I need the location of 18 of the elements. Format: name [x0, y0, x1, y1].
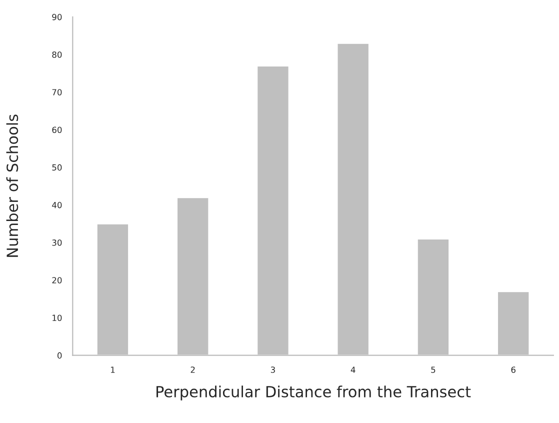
y-tick-label: 60 [52, 126, 62, 134]
y-tick-label: 90 [52, 14, 62, 20]
x-tick-label: 3 [270, 366, 275, 373]
y-tick-label: 20 [52, 277, 62, 284]
x-tick-label: 5 [431, 366, 436, 373]
y-tick-label: 40 [52, 202, 62, 208]
y-axis-title: Number of Schools [6, 114, 18, 257]
y-tick-label: 70 [52, 89, 62, 96]
x-tick-label: 4 [350, 366, 356, 373]
y-tick-label: 0 [58, 352, 62, 359]
x-tick-label: 1 [110, 366, 115, 373]
y-tick-label: 80 [52, 52, 62, 58]
x-tick-label: 6 [511, 366, 516, 373]
x-axis-title: Perpendicular Distance from the Transect [156, 386, 471, 400]
y-tick-label: 10 [52, 314, 62, 322]
y-tick-label: 30 [52, 240, 62, 246]
x-tick-label: 2 [190, 366, 195, 373]
y-tick-label: 50 [52, 164, 62, 171]
